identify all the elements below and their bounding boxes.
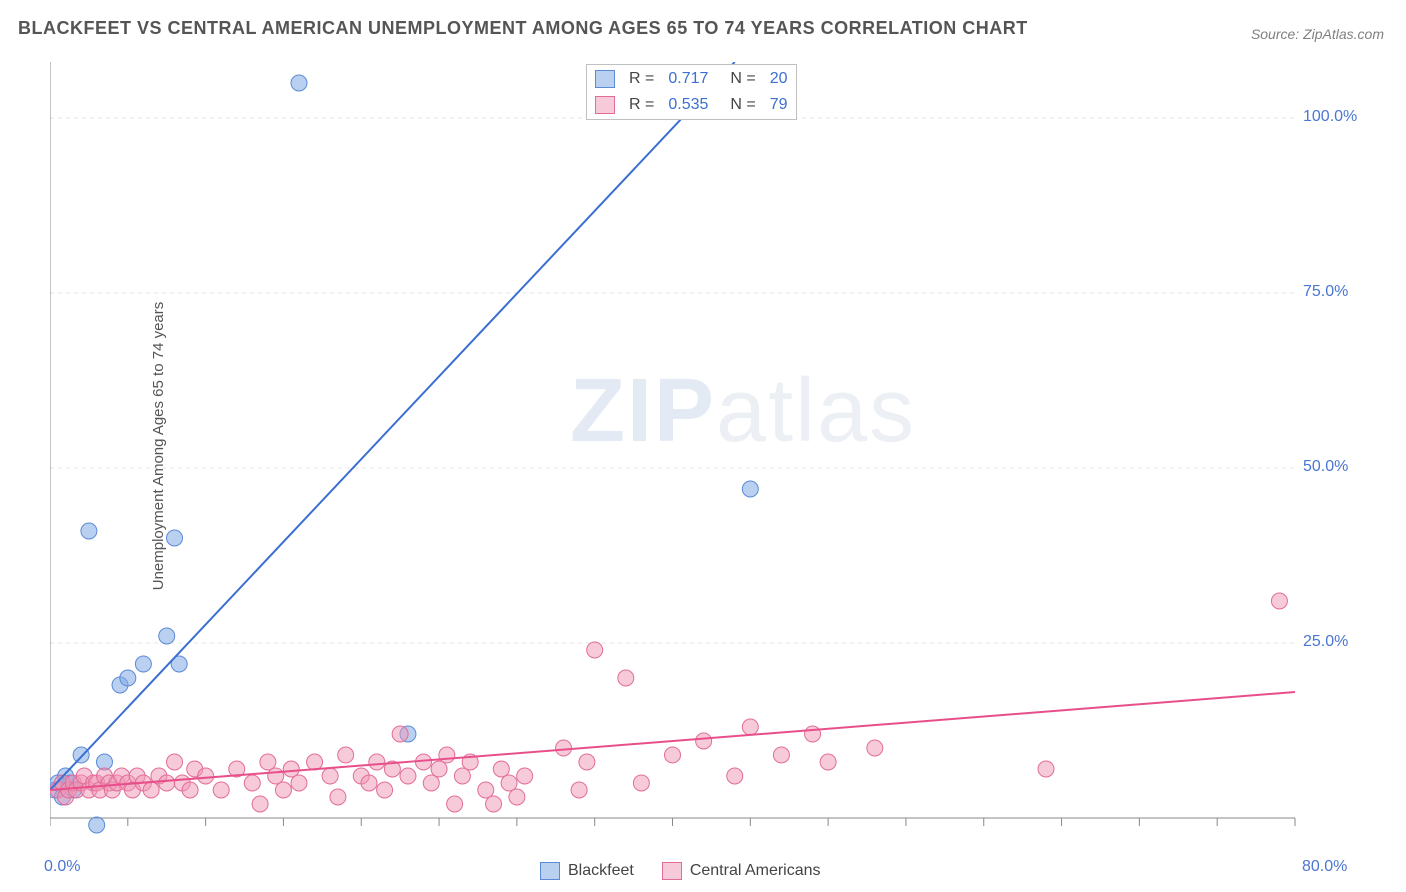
ytick-label: 25.0% [1303,633,1348,651]
scatter-plot [50,62,1350,838]
xtick-origin: 0.0% [44,858,80,876]
source-attribution: Source: ZipAtlas.com [1251,26,1384,42]
legend-swatch [595,70,615,88]
legend-N-label: N = [716,67,761,91]
legend-N-value: 20 [764,67,794,91]
series-legend-label: Blackfeet [568,862,634,879]
xtick-end: 80.0% [1302,858,1347,876]
series-legend-item: Blackfeet [540,862,634,879]
ytick-label: 75.0% [1303,283,1348,301]
ytick-label: 50.0% [1303,458,1348,476]
correlation-legend-body: R =0.717N =20R =0.535N =79 [589,67,794,117]
legend-R-label: R = [623,67,660,91]
correlation-legend-row: R =0.717N =20 [589,67,794,91]
legend-swatch [595,96,615,114]
legend-N-value: 79 [764,93,794,117]
chart-container: BLACKFEET VS CENTRAL AMERICAN UNEMPLOYME… [0,0,1406,892]
legend-N-label: N = [716,93,761,117]
legend-R-label: R = [623,93,660,117]
series-legend: Blackfeet Central Americans [540,862,849,880]
legend-R-value: 0.717 [662,67,714,91]
legend-swatch [540,862,560,880]
series-legend-item: Central Americans [662,862,821,879]
correlation-legend: R =0.717N =20R =0.535N =79 [586,64,797,120]
correlation-legend-row: R =0.535N =79 [589,93,794,117]
chart-title: BLACKFEET VS CENTRAL AMERICAN UNEMPLOYME… [18,18,1028,39]
ytick-label: 100.0% [1303,108,1357,126]
legend-R-value: 0.535 [662,93,714,117]
legend-swatch [662,862,682,880]
series-legend-label: Central Americans [690,862,821,879]
